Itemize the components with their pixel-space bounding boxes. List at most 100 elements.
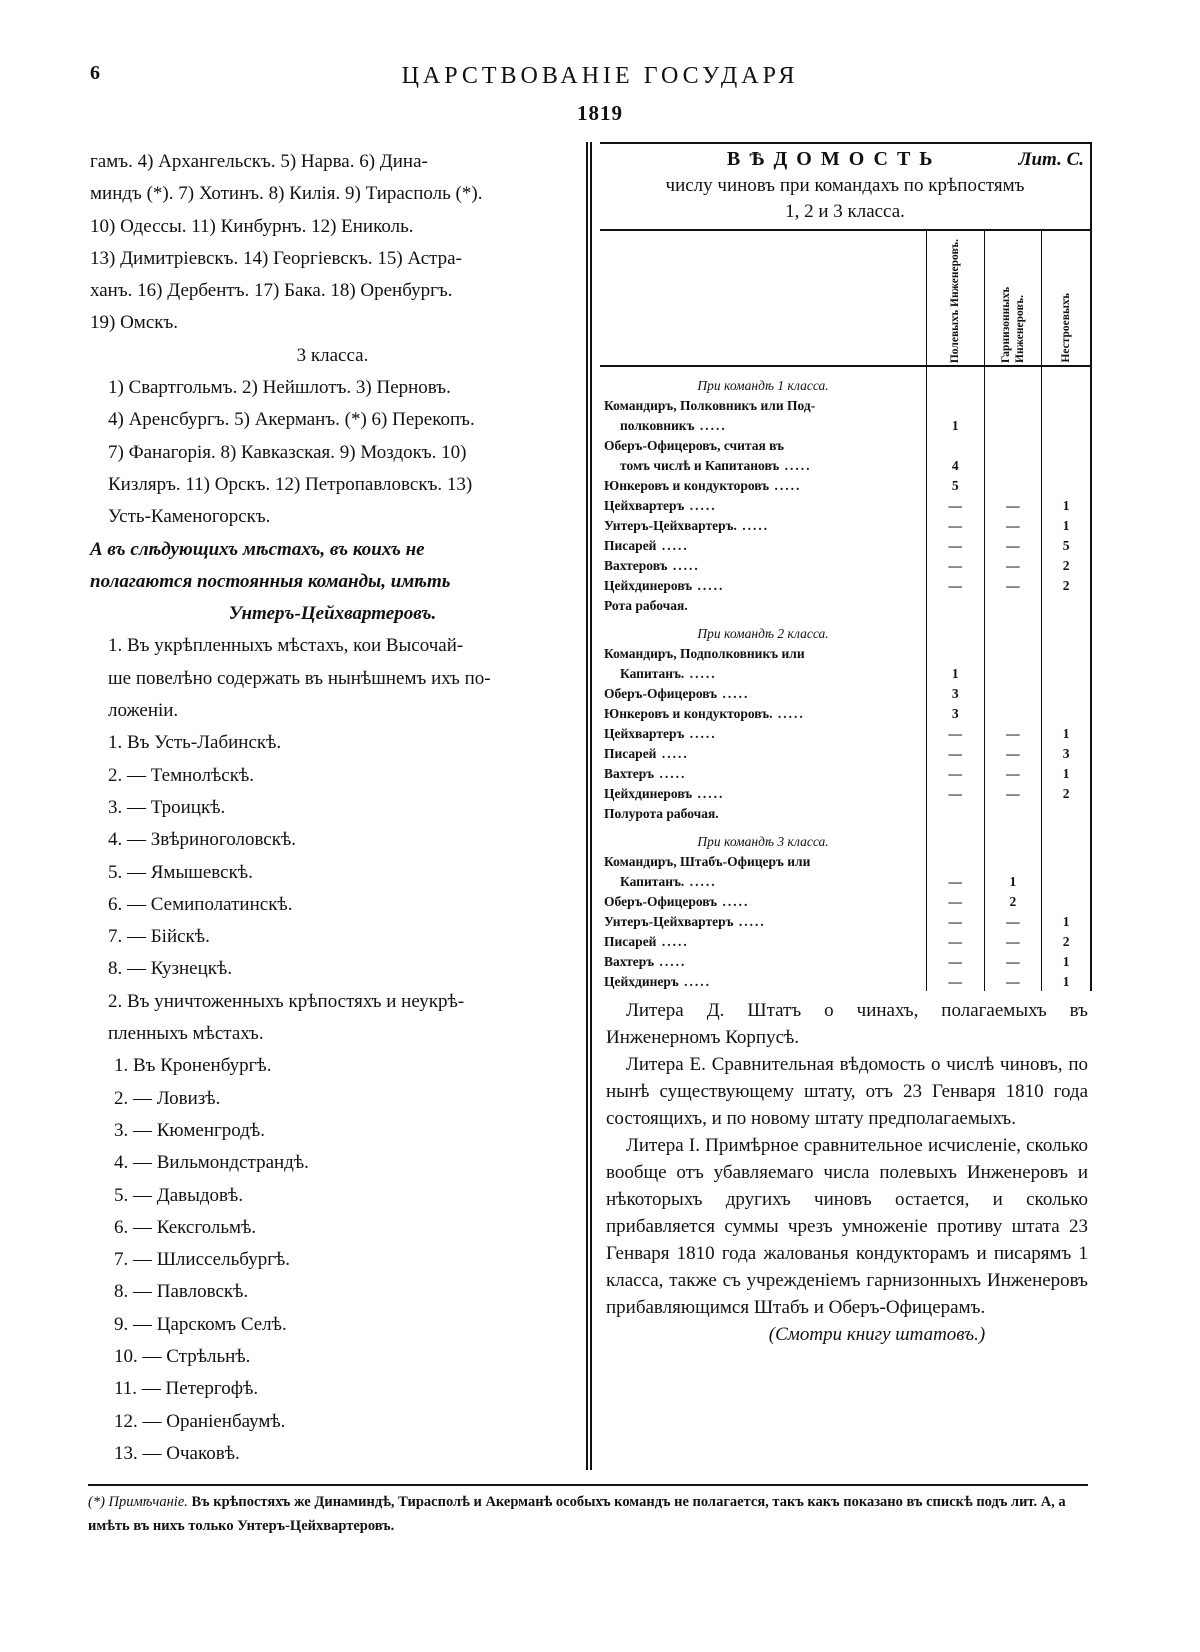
row-label-text: Капитанъ. [620,666,685,681]
table-row: Командиръ, Полковникъ или Под- [600,395,1090,415]
list-item: 6. — Семиполатинскѣ. [108,893,293,915]
value-cell [1041,475,1090,495]
value-cell: 1 [1041,495,1090,515]
value-cell [983,435,1042,455]
leader-dots: ..... [769,478,802,493]
table-header-row: Полевыхъ Инженеровъ. Гарнизонныхъ Инженер… [600,231,1090,367]
list-item: 7. — Бійскѣ. [108,926,210,948]
value-cell: — [983,575,1042,595]
empty-cell [1041,823,1090,851]
leader-dots: ..... [717,686,750,701]
table-row: Юнкеровъ и кондукторовъ ..... 5 [600,475,1090,495]
row-label-text: Оберъ-Офицеровъ [604,894,718,909]
value-cell [1041,455,1090,475]
row-label: Юнкеровъ и кондукторовъ. ..... [600,703,926,723]
leader-dots: ..... [692,578,725,593]
table-row: Писарей ..... — —2 [600,931,1090,951]
value-cell [983,703,1042,723]
value-cell: — [925,911,985,931]
footnote: (*) Примѣчаніе. Въ крѣпостяхъ же Динамин… [88,1484,1088,1538]
text-line: 1. Въ укрѣпленныхъ мѣстахъ, кои Высочай- [108,635,464,657]
value-cell [925,395,985,415]
column-header-label: Гарнизонныхъ Инженеровъ. [999,286,1026,363]
text-line: Кизляръ. 11) Орскъ. 12) Петропавловскъ. … [108,473,473,495]
row-label-text: Писарей [604,934,657,949]
list-item: 1. Въ Кроненбургѣ. [114,1055,272,1077]
row-label-text: Цейхвартеръ [604,498,685,513]
row-label-text: Оберъ-Офицеровъ [604,686,718,701]
value-cell: 1 [1041,911,1090,931]
value-cell [983,643,1042,663]
empty-cell [983,823,1042,851]
text-line: 4) Аренсбургъ. 5) Акерманъ. (*) 6) Перек… [108,409,475,431]
value-cell: 1 [925,663,985,683]
value-cell [983,475,1042,495]
value-cell: — [983,783,1042,803]
table-row: Цейхдинеровъ ..... — —2 [600,575,1090,595]
row-label-text: Капитанъ. [620,874,685,889]
list-item: 9. — Царскомъ Селѣ. [114,1313,287,1335]
column-header: Гарнизонныхъ Инженеровъ. [983,231,1042,367]
text-line: 1) Свартгольмъ. 2) Нейшлотъ. 3) Перновъ. [108,377,451,399]
row-label-text: томъ числѣ и Капитановъ [620,458,780,473]
value-cell [925,643,985,663]
footnote-mark: (*) Примѣчаніе. [88,1494,188,1511]
row-label: Вахтеровъ ..... [600,555,926,575]
value-cell: 3 [925,703,985,723]
litera-paragraph: Литера І. Примѣрное сравнительное исчисл… [606,1135,1088,1318]
value-cell: — [983,971,1042,991]
row-label: Вахтеръ ..... [600,951,926,971]
table-row: Цейхдинеровъ ..... — —2 [600,783,1090,803]
leader-dots: ..... [692,786,725,801]
table-row: Полурота рабочая. [600,803,1090,823]
value-cell [1041,395,1090,415]
list-item: 3. — Троицкѣ. [108,796,226,818]
value-cell: — [983,911,1042,931]
value-cell: — [925,783,985,803]
empty-cell [983,615,1042,643]
leader-dots: ..... [779,458,812,473]
row-label: Унтеръ-Цейхвартеръ ..... [600,911,926,931]
table-row: томъ числѣ и Капитановъ ..... 4 [600,455,1090,475]
table-row: полковникъ ..... 1 [600,415,1090,435]
row-label-text: Писарей [604,538,657,553]
section-heading-row: При командѣ 2 класса. [600,615,1090,643]
section-heading: При командѣ 3 класса. [697,834,829,849]
table-litera: Лит. С. [1018,149,1084,170]
value-cell: — [925,743,985,763]
list-item: 11. — Петергофѣ. [114,1378,259,1400]
header-blank [600,231,927,367]
leader-dots: ..... [678,974,712,989]
list-item: 6. — Кексгольмѣ. [114,1216,257,1238]
row-label-text: Цейхдинеръ [604,974,679,989]
value-cell: — [983,515,1042,535]
table-row: Юнкеровъ и кондукторовъ. ..... 3 [600,703,1090,723]
value-cell: — [925,871,985,891]
row-label-text: Командиръ, Подполковникъ или [604,646,805,661]
list-item: 5. — Давыдовѣ. [114,1184,244,1206]
value-cell [983,415,1042,435]
list-item: 1. Въ Усть-Лабинскѣ. [108,732,282,754]
row-label: Командиръ, Полковникъ или Под- [600,395,926,415]
table-row: Унтеръ-Цейхвартеръ. ..... — —1 [600,515,1090,535]
value-cell [983,683,1042,703]
row-label-text: Цейхдинеровъ [604,786,693,801]
row-label: Цейхвартеръ ..... [600,495,926,515]
value-cell: 1 [983,871,1042,891]
row-label-text: Юнкеровъ и кондукторовъ. [604,706,773,721]
value-cell [1041,643,1090,663]
value-cell: 5 [1041,535,1090,555]
row-label: Унтеръ-Цейхвартеръ. ..... [600,515,926,535]
row-label: Цейхдинеровъ ..... [600,575,926,595]
row-label: Цейхдинеръ ..... [600,971,926,991]
list-item: 12. — Ораніенбаумѣ. [114,1410,286,1432]
row-label-text: Цейхвартеръ [604,726,685,741]
leader-dots: ..... [772,706,805,721]
leader-dots: ..... [733,914,766,929]
italic-line: Унтеръ-Цейхвартеровъ. [228,603,437,625]
text-line: 19) Омскъ. [90,312,179,334]
value-cell: — [925,575,985,595]
list-item: 10. — Стрѣльнѣ. [114,1345,251,1367]
value-cell: 1 [1041,951,1090,971]
leader-dots: ..... [684,666,717,681]
